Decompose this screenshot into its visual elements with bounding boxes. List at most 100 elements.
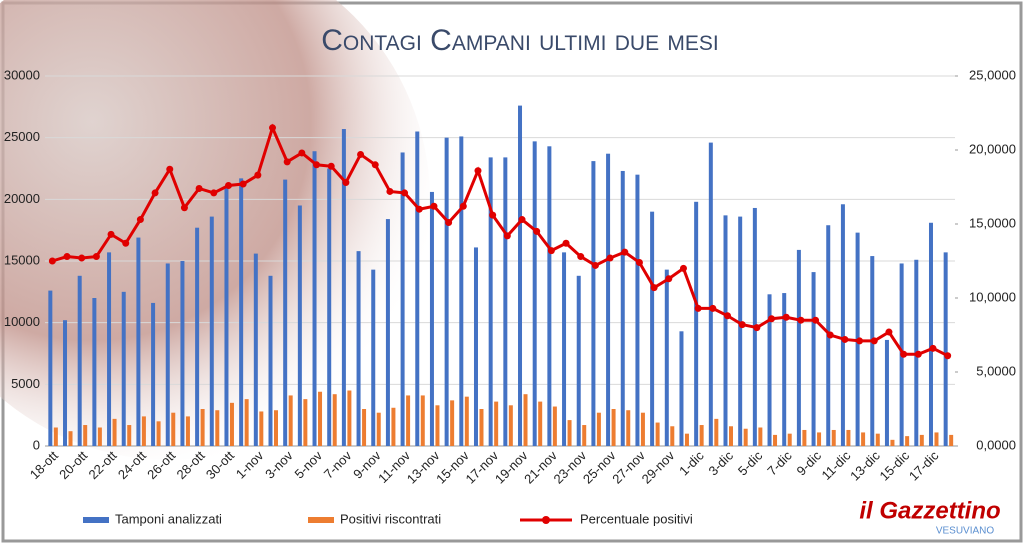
bar	[532, 141, 537, 446]
bar	[538, 401, 543, 446]
point	[929, 344, 937, 352]
bar	[846, 429, 851, 446]
bar	[92, 298, 97, 446]
bar	[782, 293, 787, 446]
point	[78, 254, 86, 262]
bar	[773, 434, 778, 446]
point	[122, 239, 130, 247]
point	[327, 162, 335, 170]
bar	[576, 275, 581, 446]
bar	[758, 427, 763, 446]
bar	[596, 412, 601, 446]
bar	[562, 252, 567, 446]
point	[474, 167, 482, 175]
bar	[488, 157, 493, 446]
bar	[743, 428, 748, 446]
bar	[356, 251, 361, 446]
point	[269, 124, 276, 132]
bar	[420, 395, 425, 446]
point	[665, 275, 673, 283]
bar	[787, 433, 792, 446]
bar	[253, 253, 258, 446]
bar	[224, 188, 229, 446]
bar	[406, 395, 411, 446]
bar	[796, 249, 801, 446]
bar	[297, 205, 302, 446]
bar	[371, 269, 376, 446]
point	[48, 257, 56, 265]
bar	[215, 410, 220, 446]
bar	[684, 433, 689, 446]
y2-tick-label: 10,0000	[969, 289, 1016, 304]
bar	[928, 222, 933, 446]
bar	[640, 412, 645, 446]
point	[841, 335, 849, 343]
bar	[83, 425, 88, 446]
legend-label: Tamponi analizzati	[115, 511, 222, 526]
bar	[890, 439, 895, 446]
point	[107, 230, 115, 238]
chart-title: Contagi Campani ultimi due mesi	[321, 24, 719, 57]
point	[239, 180, 247, 188]
bar	[415, 131, 420, 446]
bar	[429, 191, 434, 446]
point	[768, 315, 776, 323]
bar	[811, 272, 816, 446]
point	[724, 312, 731, 320]
point	[738, 321, 746, 329]
point	[254, 171, 262, 179]
bar	[905, 436, 910, 446]
point	[694, 304, 702, 312]
point	[136, 216, 144, 224]
point	[856, 337, 864, 345]
bar	[209, 216, 214, 446]
point	[547, 247, 555, 255]
bar	[151, 302, 156, 446]
bar	[714, 418, 719, 446]
bar	[650, 211, 655, 446]
point	[812, 316, 820, 324]
bar	[699, 425, 704, 446]
bar	[112, 418, 117, 446]
bar	[268, 275, 273, 446]
point	[900, 350, 908, 358]
bar	[180, 261, 185, 446]
point	[180, 204, 188, 212]
bar	[802, 429, 807, 446]
point	[650, 284, 658, 292]
bar	[165, 263, 170, 446]
logo-subtitle: VESUVIANO	[936, 526, 995, 537]
point	[606, 254, 614, 262]
point	[591, 261, 599, 269]
bar	[185, 416, 190, 446]
point	[782, 313, 790, 321]
bar	[479, 409, 484, 446]
bar	[239, 178, 244, 446]
point	[445, 219, 453, 227]
y-tick-label: 30000	[4, 67, 40, 82]
point	[298, 149, 306, 157]
bar	[391, 407, 396, 446]
bar	[444, 137, 449, 446]
point	[166, 165, 174, 173]
point	[195, 184, 203, 192]
bar	[435, 405, 440, 446]
bar	[552, 406, 557, 446]
point	[797, 316, 805, 324]
bar	[606, 153, 611, 446]
point	[577, 253, 585, 261]
bar	[840, 204, 845, 446]
bar	[694, 201, 699, 446]
point	[709, 304, 717, 312]
bar	[259, 411, 264, 446]
bar	[729, 426, 733, 446]
point	[92, 253, 100, 261]
y2-tick-label: 0,0000	[976, 437, 1016, 452]
point	[430, 202, 438, 210]
bar	[347, 390, 352, 446]
point	[151, 189, 159, 197]
bar	[450, 400, 455, 446]
point	[313, 161, 321, 169]
bar	[635, 174, 640, 446]
